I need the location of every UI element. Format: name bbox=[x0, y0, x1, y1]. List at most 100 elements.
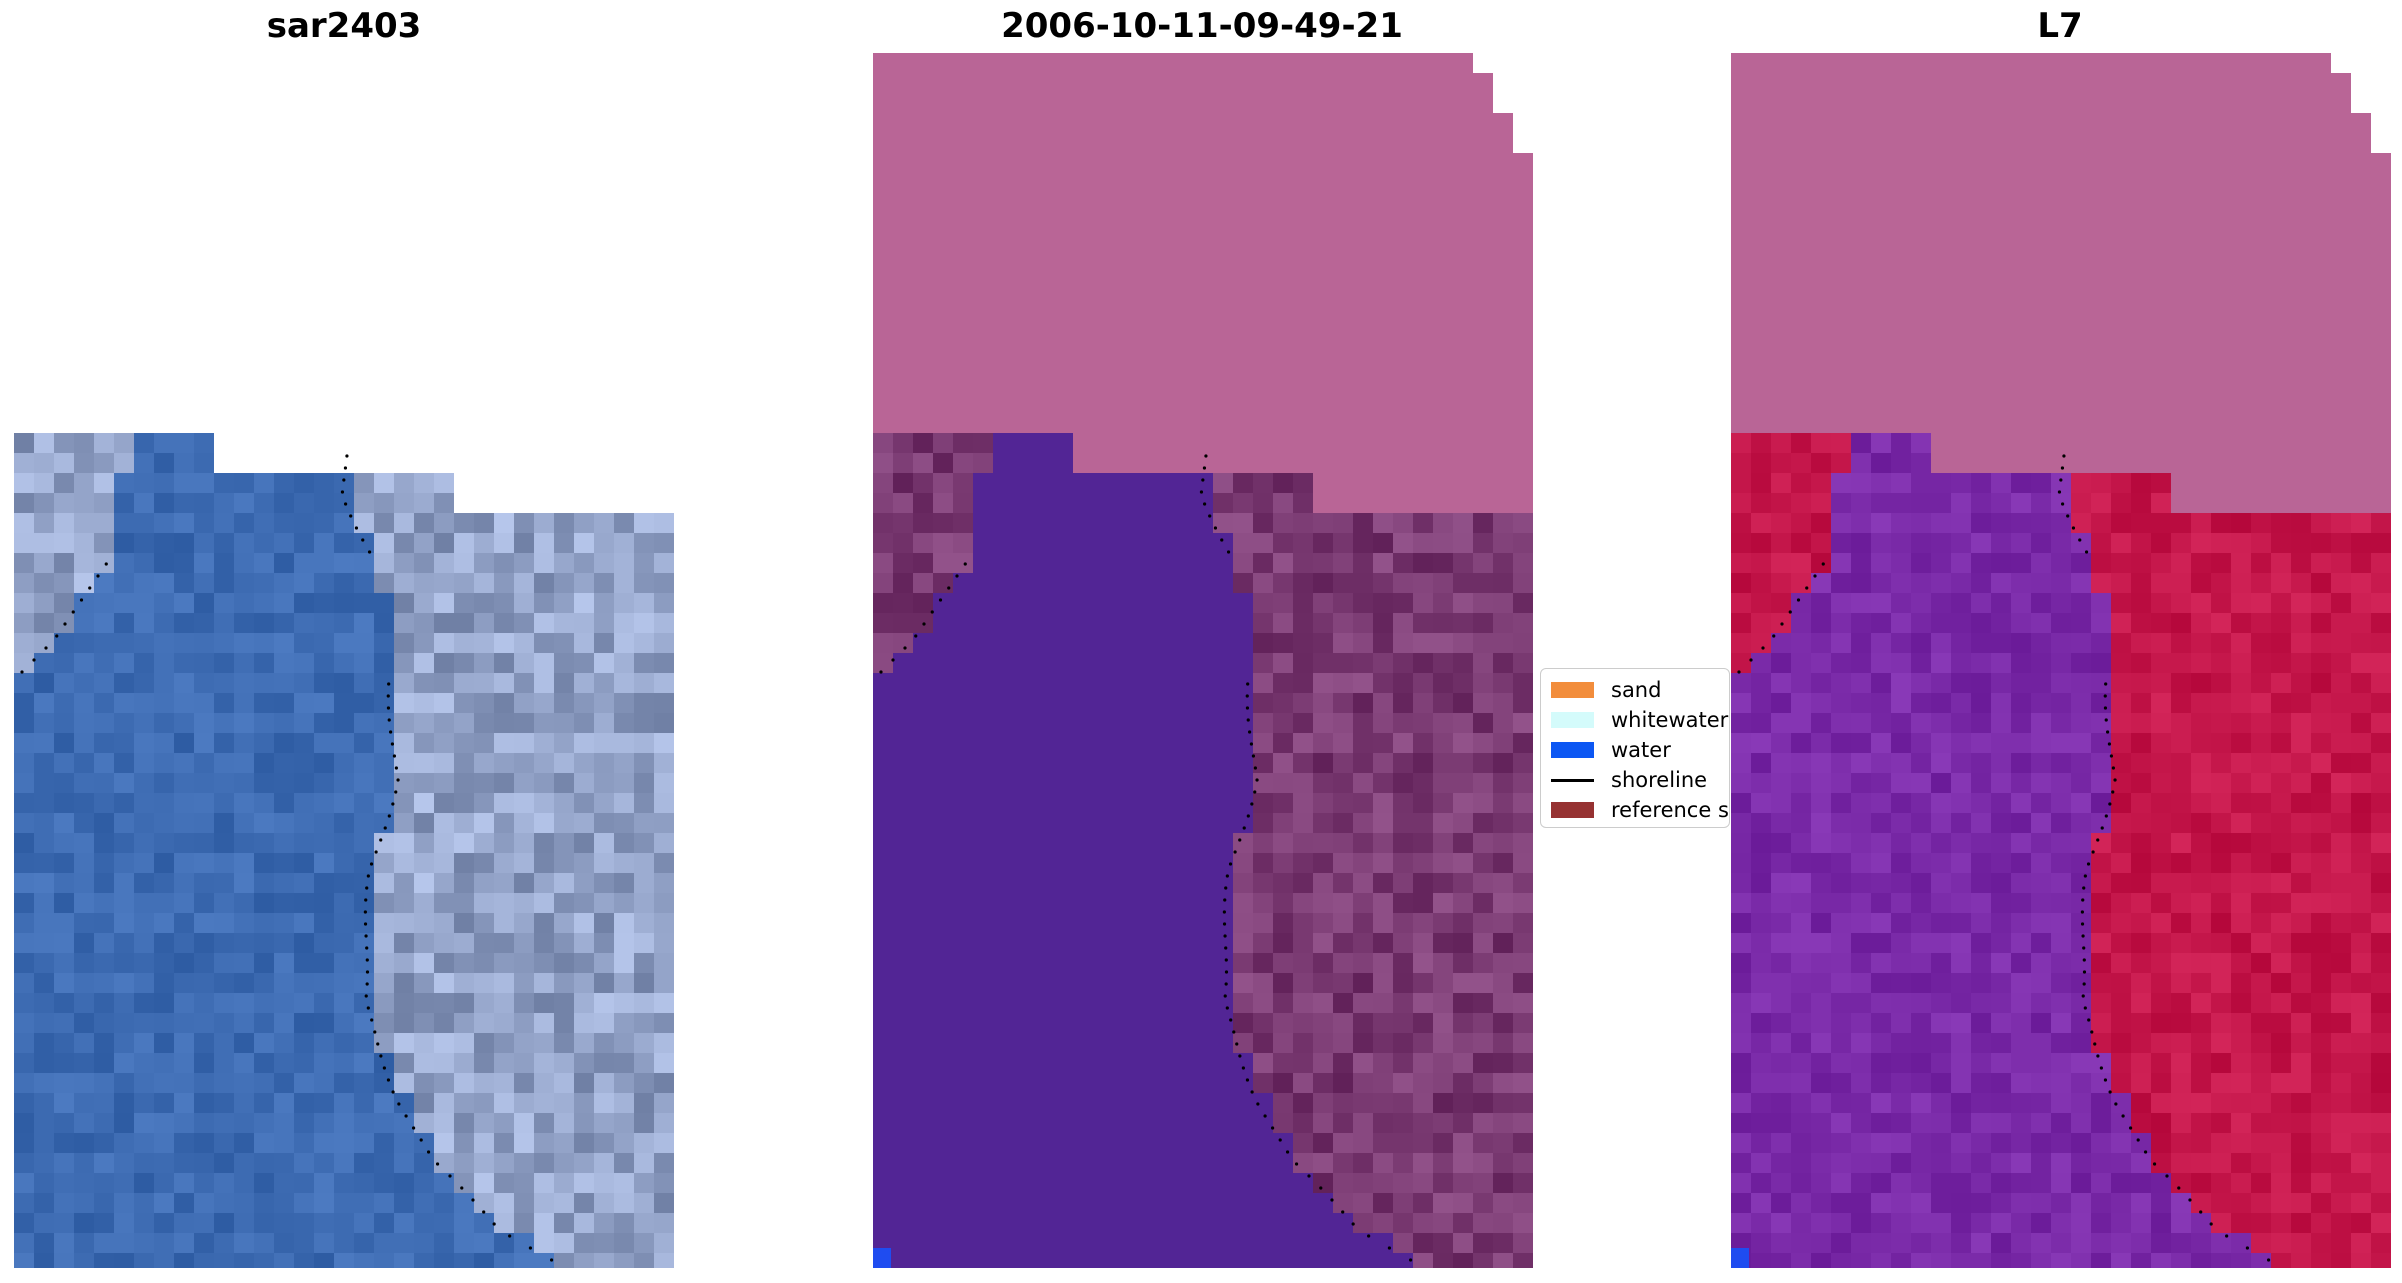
pixel-water bbox=[1173, 513, 1193, 533]
pixel-cloud-mask bbox=[2251, 73, 2271, 93]
pixel-water bbox=[1193, 1013, 1213, 1033]
pixel-cloud-mask bbox=[1313, 493, 1333, 513]
pixel-land bbox=[1253, 813, 1273, 833]
pixel-land bbox=[394, 513, 414, 533]
pixel-land bbox=[2331, 513, 2351, 533]
pixel-land bbox=[1213, 473, 1233, 493]
pixel-water bbox=[134, 1213, 154, 1233]
pixel-water bbox=[2071, 653, 2091, 673]
pixel-cloud-mask bbox=[1253, 93, 1273, 113]
pixel-land bbox=[1373, 953, 1393, 973]
pixel-land bbox=[1493, 573, 1513, 593]
pixel-water bbox=[354, 1053, 374, 1073]
pixel-cloud-mask bbox=[1891, 353, 1911, 373]
pixel-water bbox=[294, 673, 314, 693]
pixel-land bbox=[2291, 733, 2311, 753]
pixel-land bbox=[474, 753, 494, 773]
pixel-cloud-mask bbox=[2271, 373, 2291, 393]
pixel-water bbox=[1233, 773, 1253, 793]
pixel-water bbox=[134, 753, 154, 773]
pixel-water bbox=[254, 653, 274, 673]
pixel-water bbox=[214, 1033, 234, 1053]
pixel-land bbox=[2231, 953, 2251, 973]
pixel-land bbox=[1453, 653, 1473, 673]
pixel-water bbox=[174, 933, 194, 953]
pixel-cloud-mask bbox=[1413, 413, 1433, 433]
pixel-water bbox=[993, 1173, 1013, 1193]
pixel-land bbox=[2151, 753, 2171, 773]
pixel-water bbox=[1253, 1153, 1273, 1173]
pixel-water bbox=[474, 1233, 494, 1253]
pixel-land bbox=[1233, 913, 1253, 933]
pixel-land bbox=[1313, 533, 1333, 553]
pixel-cloud-mask bbox=[1991, 173, 2011, 193]
pixel-cloud-mask bbox=[1413, 273, 1433, 293]
pixel-cloud-mask bbox=[1413, 433, 1433, 453]
pixel-land bbox=[2191, 513, 2211, 533]
pixel-water bbox=[14, 673, 34, 693]
pixel-water bbox=[1233, 1233, 1253, 1253]
pixel-land bbox=[394, 533, 414, 553]
pixel-water bbox=[394, 1233, 414, 1253]
pixel-water bbox=[214, 593, 234, 613]
index-pixel-grid bbox=[1731, 53, 2391, 1268]
pixel-land bbox=[2371, 793, 2391, 813]
pixel-water bbox=[114, 853, 134, 873]
pixel-water bbox=[234, 473, 254, 493]
pixel-land bbox=[1791, 533, 1811, 553]
pixel-water bbox=[1731, 713, 1751, 733]
pixel-land bbox=[454, 813, 474, 833]
pixel-land bbox=[2171, 753, 2191, 773]
shoreline-dot bbox=[1351, 1222, 1355, 1226]
pixel-cloud-mask bbox=[873, 333, 893, 353]
pixel-land bbox=[594, 1253, 614, 1268]
pixel-land bbox=[374, 853, 394, 873]
pixel-cloud-mask bbox=[2151, 73, 2171, 93]
pixel-water bbox=[2011, 713, 2031, 733]
pixel-land bbox=[2171, 913, 2191, 933]
pixel-land bbox=[2251, 573, 2271, 593]
pixel-water bbox=[354, 713, 374, 733]
pixel-water bbox=[1871, 733, 1891, 753]
pixel-water bbox=[254, 1213, 274, 1233]
pixel-cloud-mask bbox=[2291, 293, 2311, 313]
pixel-land bbox=[1313, 713, 1333, 733]
pixel-water bbox=[1731, 933, 1751, 953]
pixel-water bbox=[2051, 773, 2071, 793]
pixel-cloud-mask bbox=[1333, 213, 1353, 233]
pixel-water bbox=[1891, 573, 1911, 593]
pixel-land bbox=[2191, 733, 2211, 753]
pixel-land bbox=[1433, 1033, 1453, 1053]
pixel-water bbox=[993, 993, 1013, 1013]
pixel-water bbox=[973, 853, 993, 873]
pixel-land bbox=[2111, 813, 2131, 833]
pixel-water bbox=[893, 693, 913, 713]
pixel-water bbox=[1751, 833, 1771, 853]
pixel-land bbox=[1213, 513, 1233, 533]
pixel-land bbox=[374, 573, 394, 593]
pixel-water bbox=[1871, 453, 1891, 473]
shoreline-dot bbox=[55, 634, 59, 638]
pixel-land bbox=[434, 613, 454, 633]
pixel-water bbox=[1851, 753, 1871, 773]
pixel-land bbox=[654, 773, 674, 793]
pixel-cloud-mask bbox=[1053, 273, 1073, 293]
pixel-water bbox=[254, 613, 274, 633]
pixel-cloud-mask bbox=[933, 173, 953, 193]
pixel-cloud-mask bbox=[1433, 373, 1453, 393]
pixel-water bbox=[913, 873, 933, 893]
pixel-cloud-mask bbox=[2011, 173, 2031, 193]
pixel-water bbox=[1113, 813, 1133, 833]
pixel-cloud-mask bbox=[2371, 193, 2391, 213]
pixel-land bbox=[534, 573, 554, 593]
pixel-cloud-mask bbox=[1253, 213, 1273, 233]
pixel-land bbox=[1313, 1133, 1333, 1153]
pixel-cloud-mask bbox=[953, 253, 973, 273]
pixel-land bbox=[394, 473, 414, 493]
pixel-cloud-mask bbox=[1991, 373, 2011, 393]
pixel-land bbox=[534, 973, 554, 993]
pixel-cloud-mask bbox=[1073, 233, 1093, 253]
shoreline-dot bbox=[528, 1246, 533, 1250]
pixel-water bbox=[1033, 513, 1053, 533]
pixel-land bbox=[94, 473, 114, 493]
